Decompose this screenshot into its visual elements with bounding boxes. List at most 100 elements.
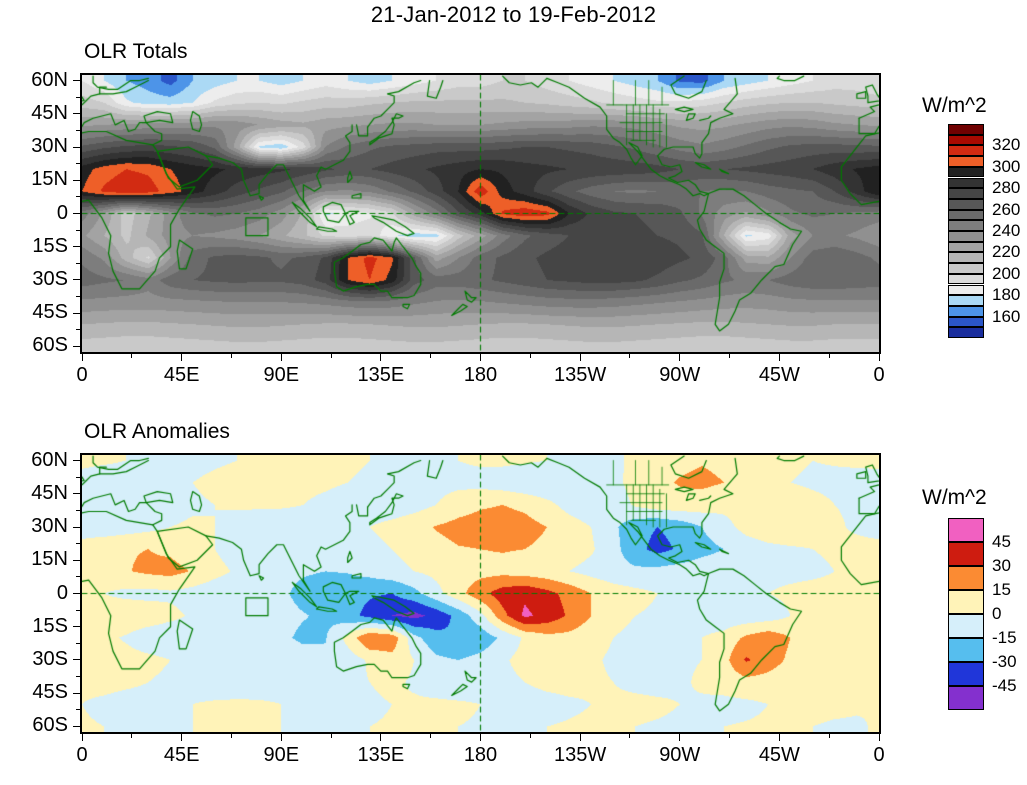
x-minor-tick xyxy=(430,354,432,358)
panel-title-totals: OLR Totals xyxy=(84,40,188,63)
colorbar-tick-label: 280 xyxy=(992,178,1021,198)
colorbar-tick-label: 180 xyxy=(992,285,1021,305)
x-tick-label: 90W xyxy=(659,364,701,386)
y-tick-label: 30S xyxy=(32,267,68,290)
x-minor-tick xyxy=(330,354,332,358)
colorbar-box xyxy=(948,316,984,328)
y-tick-label: 15S xyxy=(32,234,68,257)
colorbar-box xyxy=(948,134,984,146)
x-tick-label: 135W xyxy=(554,364,607,386)
map-totals-frame xyxy=(80,73,881,354)
y-minor-tick xyxy=(76,709,80,711)
colorbar-tick-label: 320 xyxy=(992,135,1021,155)
colorbar-box xyxy=(948,614,984,638)
colorbar-box xyxy=(948,156,984,167)
colorbar-tick-label: 160 xyxy=(992,306,1021,326)
colorbar-box xyxy=(948,662,984,686)
x-tick xyxy=(778,354,780,361)
y-minor-tick xyxy=(76,609,80,611)
panel-title-anomalies: OLR Anomalies xyxy=(84,420,230,443)
x-tick-label: 135W xyxy=(554,744,607,766)
x-tick xyxy=(280,734,282,741)
colorbar-tick-label: -15 xyxy=(992,628,1017,647)
x-tick-label: 0 xyxy=(76,364,88,386)
x-tick xyxy=(480,354,481,361)
x-tick-label: 180 xyxy=(463,744,498,766)
colorbar-box xyxy=(948,638,984,662)
y-tick xyxy=(73,559,80,561)
y-minor-tick xyxy=(76,163,80,165)
x-tick-label: 135E xyxy=(357,364,405,386)
y-tick-label: 45S xyxy=(32,681,68,704)
x-tick-label: 0 xyxy=(873,744,885,766)
y-minor-tick xyxy=(76,196,80,198)
x-tick xyxy=(280,354,282,361)
x-tick-label: 45W xyxy=(758,364,800,386)
colorbar-box xyxy=(948,566,984,590)
y-tick xyxy=(73,113,80,115)
y-tick-label: 45S xyxy=(32,301,68,324)
map-anomalies-frame xyxy=(80,453,881,734)
y-tick xyxy=(73,659,80,661)
figure-title: 21-Jan-2012 to 19-Feb-2012 xyxy=(370,2,657,27)
x-minor-tick xyxy=(131,354,133,358)
y-minor-tick xyxy=(76,329,80,331)
colorbar-box xyxy=(948,220,984,231)
x-minor-tick xyxy=(729,734,731,738)
y-tick xyxy=(73,312,80,314)
colorbar-box xyxy=(948,590,984,614)
colorbar-tick-label: 300 xyxy=(992,156,1021,176)
y-tick-label: 0 xyxy=(56,201,68,224)
colorbar-box xyxy=(948,124,984,135)
y-tick xyxy=(73,179,80,181)
y-tick-label: 60N xyxy=(31,68,68,91)
colorbar-tick-label: 15 xyxy=(992,580,1011,599)
y-tick-label: 15N xyxy=(31,168,68,191)
y-tick xyxy=(73,493,80,495)
y-minor-tick xyxy=(76,229,80,231)
y-tick-label: 15N xyxy=(31,548,68,571)
x-tick xyxy=(878,354,880,361)
colorbar-box xyxy=(948,263,984,274)
x-minor-tick xyxy=(131,734,133,738)
y-tick-label: 60N xyxy=(31,448,68,471)
y-tick xyxy=(73,146,80,148)
colorbar-box xyxy=(948,295,984,306)
colorbar-box xyxy=(948,241,984,253)
colorbar-tick-label: 260 xyxy=(992,199,1021,219)
y-minor-tick xyxy=(76,576,80,578)
x-tick xyxy=(679,354,681,361)
colorbar-box xyxy=(948,518,984,542)
y-minor-tick xyxy=(76,476,80,478)
x-tick xyxy=(579,734,581,741)
y-tick xyxy=(73,279,80,281)
x-tick xyxy=(380,354,382,361)
x-tick xyxy=(380,734,382,741)
colorbar-tick-label: -30 xyxy=(992,652,1017,671)
x-tick xyxy=(778,734,780,741)
x-minor-tick xyxy=(629,734,631,738)
y-tick xyxy=(73,626,80,628)
x-tick-label: 180 xyxy=(463,364,498,386)
x-minor-tick xyxy=(230,354,232,358)
x-tick xyxy=(181,734,183,741)
y-minor-tick xyxy=(76,543,80,545)
colorbar-box xyxy=(948,145,984,157)
x-minor-tick xyxy=(828,354,830,358)
colorbar-tick-label: 30 xyxy=(992,556,1011,575)
y-tick-label: 60S xyxy=(32,334,68,357)
x-tick-label: 0 xyxy=(76,744,88,766)
colorbar-tick-label: 220 xyxy=(992,242,1021,262)
y-tick-label: 30N xyxy=(31,135,68,158)
x-minor-tick xyxy=(330,734,332,738)
colorbar-units-totals: W/m^2 xyxy=(922,94,987,117)
x-tick-label: 90W xyxy=(659,744,701,766)
y-tick xyxy=(73,593,80,594)
x-minor-tick xyxy=(529,354,531,358)
x-tick xyxy=(81,354,83,361)
map-anomalies-canvas xyxy=(82,455,879,732)
x-tick-label: 45E xyxy=(163,364,200,386)
x-tick xyxy=(480,734,481,741)
colorbar-tick-label: 200 xyxy=(992,263,1021,283)
